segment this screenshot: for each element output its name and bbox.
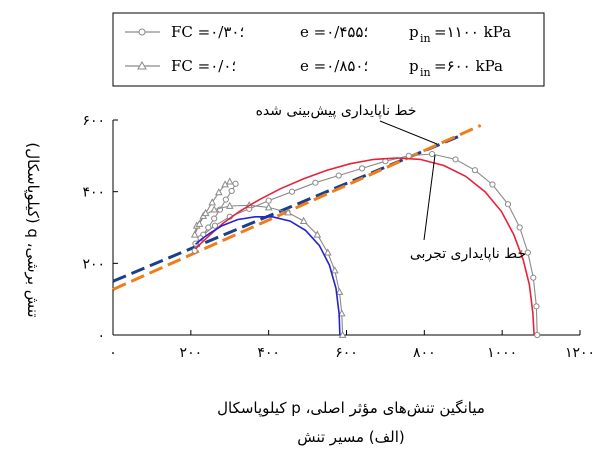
data-point-circle bbox=[233, 181, 238, 186]
data-point-circle bbox=[266, 198, 271, 203]
y-axis-title: تنش برشی، q (کیلوپاسکال) bbox=[23, 142, 42, 317]
data-point-triangle bbox=[325, 249, 331, 255]
legend: FC =۰/۳۰؛ e =۰/۴۵۵؛ p in =۱۱۰۰ kPa FC =۰… bbox=[113, 13, 544, 86]
legend-e-2: e =۰/۸۵۰؛ bbox=[300, 57, 368, 75]
instability-lines bbox=[113, 125, 481, 289]
data-point-circle bbox=[406, 153, 411, 158]
data-point-circle bbox=[490, 182, 495, 187]
y-tick-label: ۴۰۰ bbox=[82, 185, 105, 201]
legend-p-sub-2: in bbox=[420, 66, 431, 79]
data-point-circle bbox=[336, 173, 341, 178]
data-point-circle bbox=[535, 332, 540, 337]
data-point-circle bbox=[229, 188, 234, 193]
legend-marker-circle bbox=[139, 29, 145, 35]
x-axis-title: میانگین تنش‌های مؤثر اصلی، p کیلوپاسکال bbox=[217, 399, 485, 418]
data-point-circle bbox=[517, 225, 522, 230]
legend-p-symbol-2: p bbox=[409, 57, 419, 75]
x-tick-label: ۱۰۰۰ bbox=[487, 345, 517, 361]
data-point-circle bbox=[472, 168, 477, 173]
annotation-predicted-leader bbox=[380, 121, 437, 144]
y-tick-label: ۰ bbox=[97, 328, 105, 344]
data-point-triangle bbox=[192, 231, 198, 237]
data-point-circle bbox=[223, 197, 228, 202]
data-point-circle bbox=[534, 304, 539, 309]
legend-fc-1: FC =۰/۳۰؛ bbox=[171, 23, 244, 41]
data-point-circle bbox=[430, 151, 435, 156]
legend-p-1: =۱۱۰۰ kPa bbox=[434, 23, 511, 41]
stress-path-curves bbox=[192, 151, 540, 337]
x-tick-label: ۸۰۰ bbox=[413, 345, 436, 361]
legend-p-sub-1: in bbox=[420, 32, 431, 45]
data-point-circle bbox=[453, 157, 458, 162]
data-point-circle bbox=[212, 216, 217, 221]
x-tick-label: ۰ bbox=[109, 345, 117, 361]
annotation-experimental-line: خط ناپایداری تجربی bbox=[410, 246, 526, 262]
legend-p-symbol-1: p bbox=[409, 23, 419, 41]
x-tick-label: ۴۰۰ bbox=[257, 345, 280, 361]
predicted-instability-line bbox=[113, 125, 481, 289]
x-tick-label: ۲۰۰ bbox=[180, 345, 203, 361]
y-tick-label: ۶۰۰ bbox=[82, 113, 105, 129]
legend-e-1: e =۰/۴۵۵؛ bbox=[300, 23, 368, 41]
annotation-experimental-leader bbox=[424, 155, 435, 240]
x-tick-label: ۱۲۰۰ bbox=[565, 345, 595, 361]
data-point-circle bbox=[206, 225, 211, 230]
data-point-circle bbox=[289, 189, 294, 194]
legend-fc-2: FC =۰/۰؛ bbox=[171, 57, 236, 75]
x-tick-label: ۶۰۰ bbox=[335, 345, 358, 361]
legend-p-2: =۶۰۰ kPa bbox=[434, 57, 503, 75]
figure-caption: (الف) مسیر تنش bbox=[297, 428, 405, 446]
data-point-circle bbox=[212, 223, 217, 228]
data-point-circle bbox=[531, 275, 536, 280]
data-point-circle bbox=[313, 180, 318, 185]
annotation-predicted-line: خط ناپایداری پیش‌بینی شده bbox=[256, 103, 417, 119]
data-point-triangle bbox=[227, 178, 233, 184]
y-tick-label: ۲۰۰ bbox=[82, 256, 105, 272]
data-point-triangle bbox=[301, 218, 307, 224]
data-point-circle bbox=[505, 202, 510, 207]
stress-path-circle-series bbox=[195, 154, 538, 335]
data-point-circle bbox=[359, 166, 364, 171]
data-point-triangle bbox=[332, 267, 338, 273]
